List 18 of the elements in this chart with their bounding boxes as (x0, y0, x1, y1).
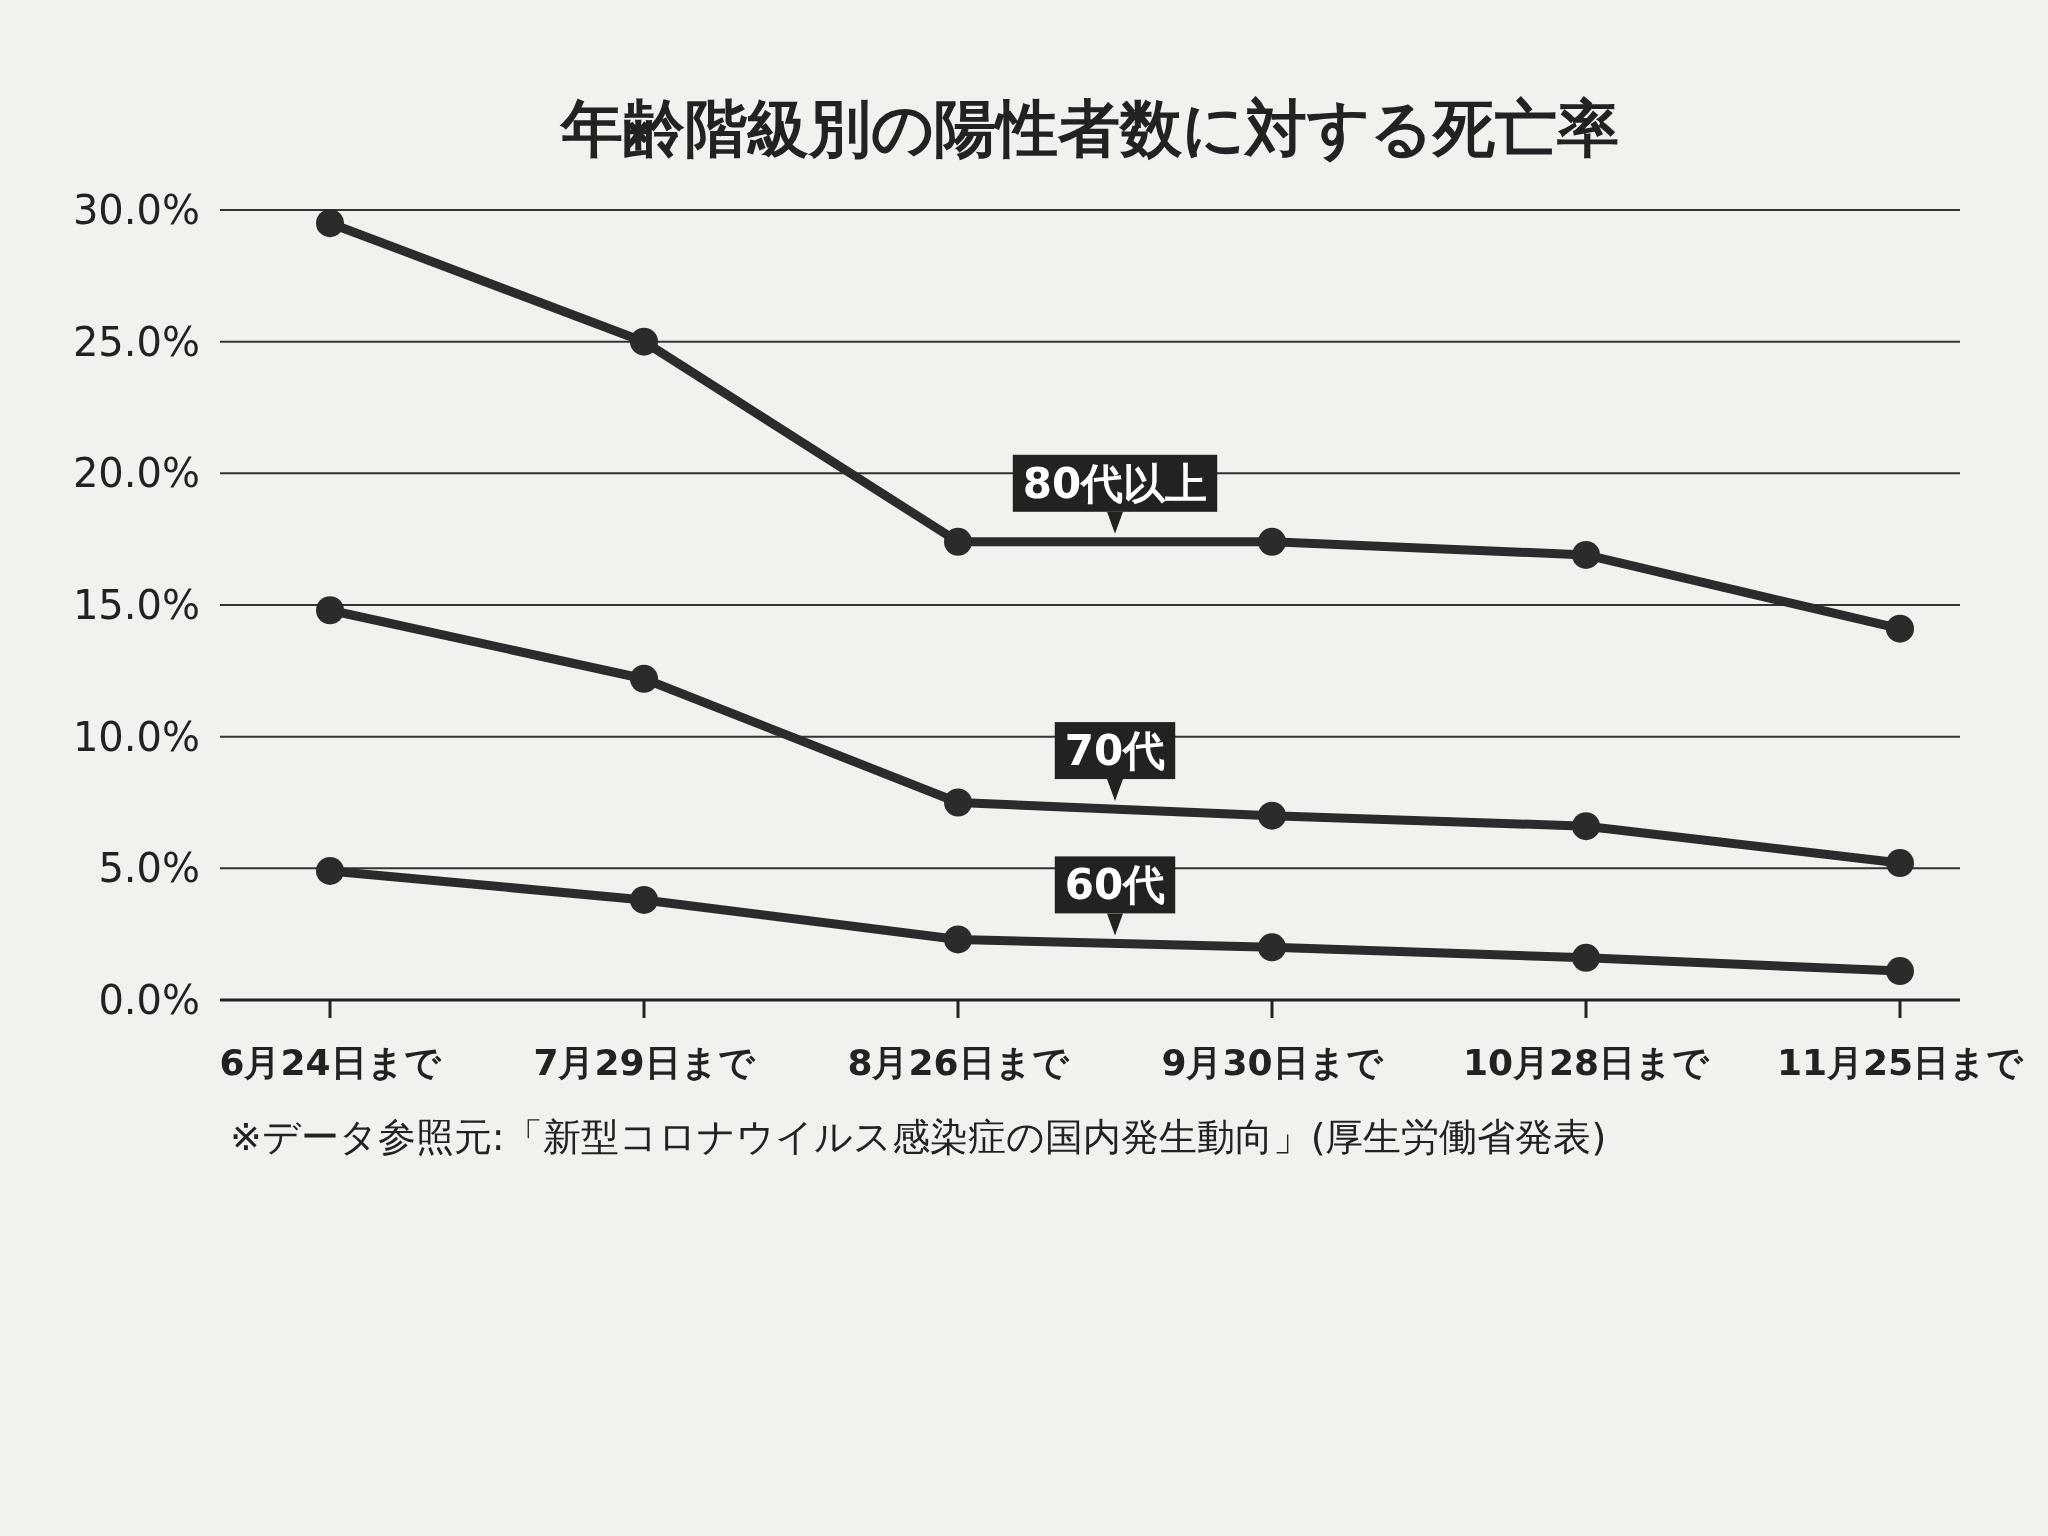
y-tick-label: 0.0% (98, 977, 200, 1023)
y-tick-label: 10.0% (72, 713, 200, 760)
y-tick-label: 25.0% (72, 318, 200, 365)
x-tick-label: 10月28日まで (1462, 1042, 1711, 1083)
series-label: 80代以上 (1022, 458, 1208, 508)
chart-title: 年齢階級別の陽性者数に対する死亡率 (559, 92, 1619, 165)
y-tick-label: 15.0% (72, 582, 200, 628)
x-tick-label: 7月29日まで (533, 1042, 756, 1083)
x-tick-label: 9月30日まで (1161, 1042, 1384, 1083)
series-label: 70代 (1064, 726, 1166, 776)
x-tick-label: 6月24日まで (219, 1042, 442, 1083)
y-tick-label: 20.0% (72, 450, 200, 497)
x-tick-label: 11月25日まで (1776, 1042, 2025, 1083)
series-label: 60代 (1064, 860, 1166, 910)
x-tick-label: 8月26日まで (847, 1042, 1070, 1083)
y-tick-label: 30.0% (72, 187, 200, 233)
y-tick-label: 5.0% (98, 845, 200, 892)
text: ※データ参照元:「新型コロナウイルス感染症の国内発生動向」(厚生労働省発表) (230, 1115, 1607, 1159)
